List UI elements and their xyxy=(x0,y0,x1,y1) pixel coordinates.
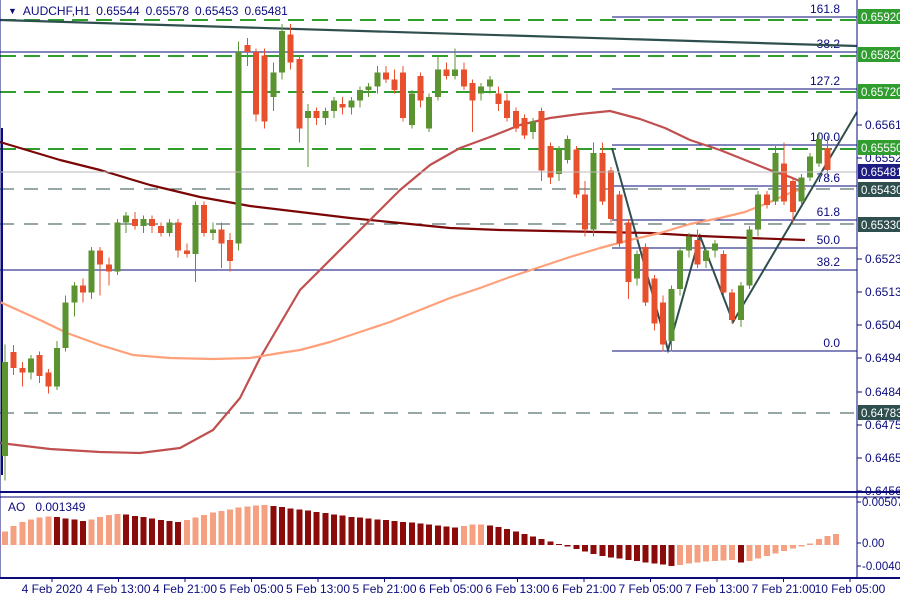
svg-text:10 Feb 05:00: 10 Feb 05:00 xyxy=(815,582,886,596)
svg-text:0.65615: 0.65615 xyxy=(865,118,900,132)
svg-text:6 Feb 21:00: 6 Feb 21:00 xyxy=(552,582,616,596)
svg-text:38.2: 38.2 xyxy=(817,37,841,51)
svg-text:4 Feb 13:00: 4 Feb 13:00 xyxy=(86,582,150,596)
high-value: 0.65578 xyxy=(145,4,190,18)
svg-text:0.64845: 0.64845 xyxy=(865,385,900,399)
svg-text:0.65135: 0.65135 xyxy=(865,285,900,299)
svg-text:6 Feb 13:00: 6 Feb 13:00 xyxy=(485,582,549,596)
ao-axis: 0.005075 0.00 -0.004099 xyxy=(857,497,900,573)
symbol-ohlc-header: ▼ AUDCHF,H1 0.65544 0.65578 0.65453 0.65… xyxy=(8,4,288,18)
descending-trendline xyxy=(0,18,858,48)
svg-text:5 Feb 05:00: 5 Feb 05:00 xyxy=(219,582,283,596)
svg-text:0.65430: 0.65430 xyxy=(861,185,900,197)
svg-text:50.0: 50.0 xyxy=(817,233,841,247)
svg-text:4 Feb 2020: 4 Feb 2020 xyxy=(22,582,83,596)
svg-text:0.005075: 0.005075 xyxy=(862,497,900,509)
ma-line-salmon xyxy=(0,186,806,361)
time-axis: 4 Feb 2020 4 Feb 13:00 4 Feb 21:00 5 Feb 05… xyxy=(22,578,886,596)
svg-text:0.00: 0.00 xyxy=(862,538,884,550)
svg-text:0.64655: 0.64655 xyxy=(865,451,900,465)
ao-name: AO xyxy=(8,500,26,514)
ma-line-maroon xyxy=(0,140,806,242)
svg-text:0.65330: 0.65330 xyxy=(861,220,900,232)
svg-text:0.65920: 0.65920 xyxy=(861,12,900,24)
symbol-timeframe-label: AUDCHF,H1 xyxy=(22,4,91,18)
open-value: 0.65544 xyxy=(96,4,140,18)
svg-text:0.65481: 0.65481 xyxy=(861,167,900,179)
svg-text:0.0: 0.0 xyxy=(823,336,840,350)
svg-text:0.64945: 0.64945 xyxy=(865,351,900,365)
candlestick-series xyxy=(2,23,831,481)
svg-text:78.6: 78.6 xyxy=(817,171,841,185)
svg-text:0.64783: 0.64783 xyxy=(861,408,900,420)
svg-text:4 Feb 21:00: 4 Feb 21:00 xyxy=(153,582,217,596)
svg-text:5 Feb 21:00: 5 Feb 21:00 xyxy=(352,582,416,596)
ao-indicator-label: AO 0.001349 xyxy=(8,500,85,514)
svg-text:38.2: 38.2 xyxy=(817,255,841,269)
ma-line-crimson xyxy=(0,109,803,455)
svg-text:61.8: 61.8 xyxy=(817,205,841,219)
price-axis: 0.656150.655200.652300.651350.650400.649… xyxy=(857,9,900,498)
pane-borders xyxy=(0,0,900,579)
svg-text:5 Feb 13:00: 5 Feb 13:00 xyxy=(286,582,350,596)
svg-text:-0.004099: -0.004099 xyxy=(862,561,900,573)
ao-value: 0.001349 xyxy=(35,500,86,514)
chevron-down-icon[interactable]: ▼ xyxy=(8,6,17,16)
fibonacci-lines: 38.2 38.2 161.8 127.2 100.0 78.6 61.8 50.0 0.0 xyxy=(0,2,857,352)
svg-text:7 Feb 05:00: 7 Feb 05:00 xyxy=(618,582,682,596)
ao-histogram xyxy=(2,505,840,566)
svg-text:127.2: 127.2 xyxy=(810,74,840,88)
close-value: 0.65481 xyxy=(244,4,288,18)
svg-text:6 Feb 05:00: 6 Feb 05:00 xyxy=(419,582,483,596)
svg-text:161.8: 161.8 xyxy=(810,2,840,16)
svg-text:0.65720: 0.65720 xyxy=(861,87,900,99)
svg-text:0.65550: 0.65550 xyxy=(861,143,900,155)
svg-text:7 Feb 21:00: 7 Feb 21:00 xyxy=(751,582,815,596)
svg-text:0.65820: 0.65820 xyxy=(861,50,900,62)
svg-text:100.0: 100.0 xyxy=(810,130,840,144)
svg-text:7 Feb 13:00: 7 Feb 13:00 xyxy=(685,582,749,596)
low-value: 0.65453 xyxy=(195,4,239,18)
